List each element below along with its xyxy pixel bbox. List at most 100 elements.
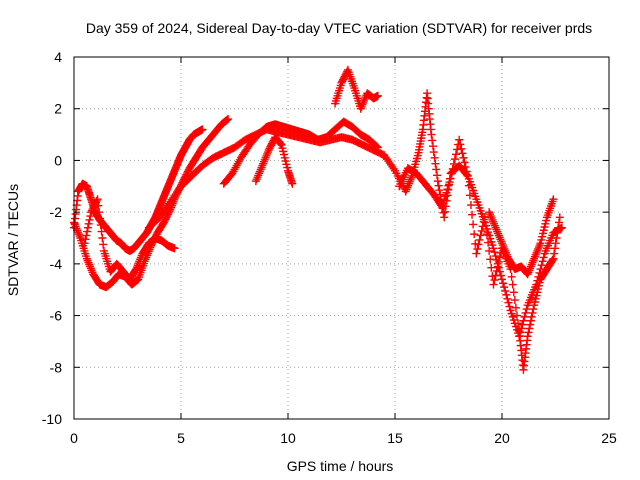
data-point bbox=[529, 305, 538, 314]
data-point bbox=[481, 221, 490, 230]
data-point bbox=[429, 148, 438, 157]
data-point bbox=[463, 171, 472, 180]
data-point bbox=[526, 264, 535, 273]
data-point bbox=[502, 248, 511, 257]
data-point bbox=[462, 167, 471, 176]
data-point bbox=[263, 148, 272, 157]
data-point bbox=[403, 183, 412, 192]
data-point bbox=[485, 210, 494, 219]
data-point bbox=[537, 261, 546, 270]
x-tick-label: 0 bbox=[70, 430, 78, 446]
data-point bbox=[431, 159, 440, 168]
data-point bbox=[402, 185, 411, 194]
data-point bbox=[434, 181, 443, 190]
data-point bbox=[493, 227, 502, 236]
data-point bbox=[495, 233, 504, 242]
data-point bbox=[288, 179, 297, 188]
data-point bbox=[428, 136, 437, 145]
data-point bbox=[480, 213, 489, 222]
data-point bbox=[501, 287, 510, 296]
data-point bbox=[83, 256, 92, 265]
data-point bbox=[488, 215, 497, 224]
data-point bbox=[496, 235, 505, 244]
data-point bbox=[132, 265, 141, 274]
data-point bbox=[404, 181, 413, 190]
data-point bbox=[485, 246, 494, 255]
data-point bbox=[494, 231, 503, 240]
data-point bbox=[534, 244, 543, 253]
data-point bbox=[535, 241, 544, 250]
series-sat-d bbox=[144, 125, 378, 232]
data-point bbox=[373, 91, 382, 100]
data-point bbox=[275, 138, 284, 147]
data-point bbox=[258, 161, 267, 170]
data-point bbox=[487, 263, 496, 272]
data-point bbox=[524, 328, 533, 337]
data-point bbox=[466, 201, 475, 210]
data-point bbox=[71, 222, 80, 231]
data-point bbox=[433, 177, 442, 186]
data-point bbox=[525, 324, 534, 333]
data-point bbox=[538, 257, 547, 266]
data-point bbox=[136, 255, 145, 264]
data-point bbox=[504, 298, 513, 307]
data-point bbox=[487, 213, 496, 222]
data-point bbox=[468, 210, 477, 219]
data-point bbox=[449, 159, 458, 168]
data-point bbox=[80, 239, 89, 248]
data-point bbox=[93, 195, 102, 204]
data-point bbox=[444, 181, 453, 190]
data-point bbox=[260, 155, 269, 164]
data-point bbox=[404, 179, 413, 188]
data-point bbox=[529, 256, 538, 265]
data-point bbox=[134, 259, 143, 268]
data-point bbox=[550, 249, 559, 258]
data-point bbox=[530, 254, 539, 263]
data-point bbox=[528, 258, 537, 267]
data-point bbox=[519, 316, 528, 325]
data-point bbox=[456, 140, 465, 149]
data-point bbox=[486, 255, 495, 264]
data-point bbox=[253, 173, 262, 182]
data-point bbox=[524, 268, 533, 277]
data-point bbox=[490, 221, 499, 230]
data-point bbox=[86, 262, 95, 271]
data-point bbox=[509, 288, 518, 297]
data-point bbox=[526, 320, 535, 329]
data-point bbox=[95, 214, 104, 223]
data-point bbox=[527, 312, 536, 321]
data-point bbox=[461, 162, 470, 171]
data-point bbox=[256, 165, 265, 174]
x-tick-label: 10 bbox=[280, 430, 296, 446]
data-point bbox=[407, 173, 416, 182]
data-point bbox=[518, 320, 527, 329]
data-point bbox=[75, 232, 84, 241]
data-point bbox=[459, 153, 468, 162]
data-point bbox=[522, 305, 531, 314]
data-point bbox=[389, 164, 398, 173]
data-point bbox=[442, 188, 451, 197]
data-point bbox=[491, 271, 500, 280]
data-point bbox=[82, 231, 91, 240]
data-point bbox=[446, 174, 455, 183]
data-point bbox=[435, 186, 444, 195]
data-point bbox=[485, 208, 494, 217]
data-point bbox=[441, 207, 450, 216]
data-point bbox=[224, 115, 233, 124]
y-axis-title: SDTVAR / TECUs bbox=[5, 184, 21, 296]
data-point bbox=[95, 208, 104, 217]
data-point bbox=[476, 231, 485, 240]
data-point bbox=[534, 243, 543, 252]
data-point bbox=[510, 296, 519, 305]
data-point bbox=[359, 98, 368, 107]
data-point bbox=[439, 199, 448, 208]
data-point bbox=[455, 135, 464, 144]
data-point bbox=[508, 280, 517, 289]
data-point bbox=[498, 241, 507, 250]
data-point bbox=[484, 238, 493, 247]
data-point bbox=[83, 223, 92, 232]
data-point bbox=[493, 262, 502, 271]
data-point bbox=[96, 221, 105, 230]
data-point bbox=[472, 249, 481, 258]
data-point bbox=[436, 190, 445, 199]
